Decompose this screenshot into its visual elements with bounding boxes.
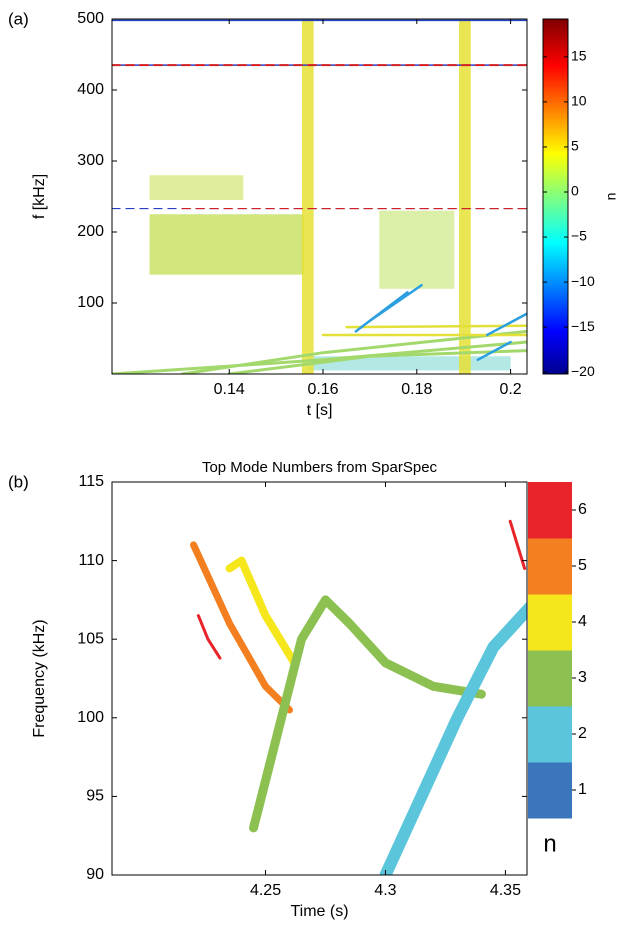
y-tick-label: 400 — [77, 81, 104, 98]
y-tick-label: 105 — [77, 630, 104, 647]
colorbar-tick-label: −15 — [571, 318, 595, 334]
plot-area — [112, 19, 527, 374]
y-tick-label: 110 — [78, 552, 104, 569]
panel-label: (b) — [8, 472, 29, 491]
x-tick-label: 0.16 — [307, 381, 338, 398]
x-tick-label: 0.2 — [499, 381, 521, 398]
colorbar-swatch — [528, 762, 572, 819]
colorbar-swatch — [528, 594, 572, 651]
mode-trace — [379, 602, 527, 875]
colorbar-tick-label: 3 — [578, 669, 587, 686]
colorbar-tick-label: 0 — [571, 183, 579, 199]
spectral-region — [149, 175, 244, 201]
mode-trace — [508, 519, 527, 570]
mode-trace — [112, 340, 527, 374]
spectral-region — [301, 19, 314, 374]
y-axis-label: f [kHz] — [31, 174, 48, 219]
mode-trace — [345, 324, 527, 329]
x-tick-label: 4.3 — [374, 882, 396, 899]
colorbar-tick-label: −10 — [571, 273, 595, 289]
mode-trace — [196, 614, 222, 660]
colorbar-tick-label: 5 — [571, 138, 579, 154]
x-tick-label: 4.25 — [250, 882, 281, 899]
y-tick-label: 300 — [77, 152, 104, 169]
x-axis-label: Time (s) — [290, 903, 348, 920]
plot-area — [190, 519, 527, 875]
x-tick-label: 0.14 — [214, 381, 245, 398]
colorbar-tick-label: 4 — [578, 613, 587, 630]
mode-trace — [227, 349, 527, 374]
colorbar — [542, 18, 569, 375]
chart-title: Top Mode Numbers from SparSpec — [202, 459, 438, 476]
spectral-region — [149, 214, 305, 275]
spectral-region — [379, 210, 455, 289]
y-axis-label: Frequency (kHz) — [31, 619, 48, 737]
x-tick-label: 4.35 — [490, 882, 521, 899]
panel-label: (a) — [8, 9, 29, 28]
colorbar-tick-label: 2 — [578, 725, 587, 742]
y-tick-label: 100 — [77, 294, 104, 311]
colorbar-tick-label: 10 — [571, 93, 587, 109]
mode-trace — [225, 556, 299, 667]
y-tick-label: 500 — [77, 10, 104, 27]
y-tick-label: 200 — [77, 223, 104, 240]
y-tick-label: 115 — [78, 473, 104, 490]
colorbar-swatch — [528, 482, 572, 539]
mode-trace — [485, 312, 527, 337]
colorbar-swatch — [528, 706, 572, 763]
colorbar-tick-label: 1 — [578, 781, 587, 798]
colorbar-tick-label: 6 — [578, 501, 587, 518]
colorbar-swatch — [528, 538, 572, 595]
mode-trace — [190, 541, 294, 714]
colorbar-tick-label: 5 — [578, 557, 587, 574]
colorbar-tick-label: −20 — [571, 363, 595, 379]
y-tick-label: 90 — [86, 866, 104, 883]
x-tick-label: 0.18 — [401, 381, 432, 398]
y-tick-label: 100 — [77, 709, 104, 726]
colorbar-label: n — [543, 830, 556, 857]
mode-trace — [368, 284, 423, 322]
axis-box — [111, 481, 528, 876]
colorbar-tick-label: 15 — [571, 48, 587, 64]
mode-trace — [180, 329, 527, 374]
spectral-region — [459, 19, 471, 374]
colorbar-label: n — [603, 193, 619, 201]
x-axis-label: t [s] — [307, 402, 333, 419]
colorbar-tick-label: −5 — [571, 228, 587, 244]
mode-trace — [476, 340, 512, 362]
y-tick-label: 95 — [86, 788, 104, 805]
axis-box — [111, 18, 528, 375]
colorbar-swatch — [528, 650, 572, 707]
mode-trace — [249, 595, 486, 833]
